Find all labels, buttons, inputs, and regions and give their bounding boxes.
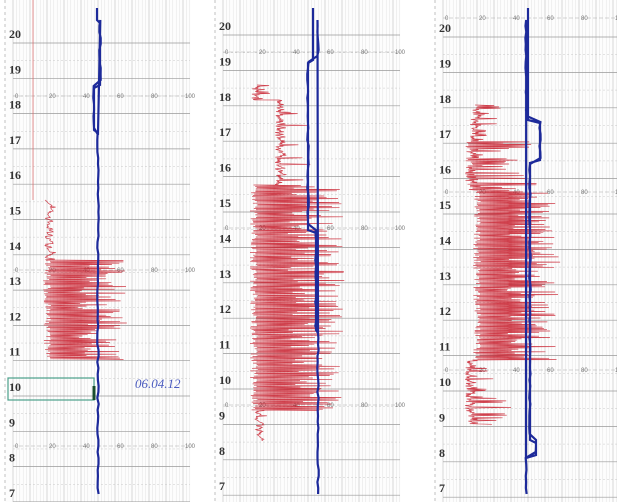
hour-label: 14 bbox=[219, 231, 231, 245]
scale-label: 100 bbox=[185, 268, 196, 274]
hour-label: 10 bbox=[9, 380, 21, 394]
scale-label: 40 bbox=[83, 444, 90, 450]
hour-label: 20 bbox=[9, 27, 21, 41]
hour-label: 12 bbox=[9, 309, 21, 323]
hour-label: 12 bbox=[439, 304, 451, 318]
hour-label: 19 bbox=[219, 54, 231, 68]
hour-label: 10 bbox=[219, 373, 231, 387]
scale-label: 60 bbox=[117, 444, 124, 450]
hour-label: 20 bbox=[439, 21, 451, 35]
strip: 2019181716151413121110987020406080100020… bbox=[435, 0, 617, 502]
scale-label: 60 bbox=[327, 50, 334, 56]
hour-label: 9 bbox=[9, 415, 15, 429]
scale-label: 100 bbox=[395, 226, 406, 232]
hour-label: 11 bbox=[219, 338, 230, 352]
handwritten-date: 06.04.12 bbox=[135, 376, 181, 391]
chart-recorder-scan: 2019181716151413121110987020406080100020… bbox=[0, 0, 617, 502]
scale-label: 60 bbox=[327, 226, 334, 232]
scale-label: 80 bbox=[361, 50, 368, 56]
hour-label: 12 bbox=[219, 302, 231, 316]
hour-label: 7 bbox=[219, 479, 225, 493]
scale-label: 80 bbox=[581, 368, 588, 374]
scale-label: 60 bbox=[117, 94, 124, 100]
hour-label: 16 bbox=[219, 161, 231, 175]
hour-label: 8 bbox=[439, 446, 445, 460]
scale-label: 40 bbox=[513, 368, 520, 374]
hour-label: 18 bbox=[219, 90, 231, 104]
hour-label: 11 bbox=[9, 345, 20, 359]
hour-label: 18 bbox=[439, 92, 451, 106]
scale-label: 20 bbox=[49, 444, 56, 450]
hour-label: 14 bbox=[439, 233, 451, 247]
scale-label: 80 bbox=[361, 403, 368, 409]
hour-label: 17 bbox=[439, 127, 451, 141]
scale-label: 20 bbox=[49, 94, 56, 100]
scale-label: 40 bbox=[513, 16, 520, 22]
scale-label: 60 bbox=[547, 368, 554, 374]
scale-label: 20 bbox=[259, 50, 266, 56]
hour-label: 10 bbox=[439, 375, 451, 389]
scale-label: 80 bbox=[581, 190, 588, 196]
hour-label: 16 bbox=[9, 168, 21, 182]
scale-label: 80 bbox=[151, 444, 158, 450]
scale-label: 60 bbox=[547, 190, 554, 196]
hour-label: 7 bbox=[439, 481, 445, 495]
scale-label: 100 bbox=[185, 444, 196, 450]
scale-label: 40 bbox=[293, 50, 300, 56]
scale-label: 80 bbox=[151, 268, 158, 274]
hour-label: 7 bbox=[9, 486, 15, 500]
hour-label: 13 bbox=[219, 267, 231, 281]
hour-label: 13 bbox=[9, 274, 21, 288]
scale-label: 20 bbox=[479, 16, 486, 22]
hour-label: 8 bbox=[219, 444, 225, 458]
hour-label: 16 bbox=[439, 163, 451, 177]
hour-label: 8 bbox=[9, 451, 15, 465]
scale-label: 80 bbox=[581, 16, 588, 22]
hour-label: 20 bbox=[219, 19, 231, 33]
hour-label: 14 bbox=[9, 239, 21, 253]
scale-label: 40 bbox=[83, 94, 90, 100]
hour-label: 15 bbox=[439, 198, 451, 212]
hour-label: 19 bbox=[439, 56, 451, 70]
hour-label: 13 bbox=[439, 269, 451, 283]
scale-label: 80 bbox=[361, 226, 368, 232]
hour-label: 9 bbox=[219, 408, 225, 422]
scale-label: 100 bbox=[185, 94, 196, 100]
hour-label: 9 bbox=[439, 410, 445, 424]
scale-label: 100 bbox=[395, 403, 406, 409]
scale-label: 60 bbox=[547, 16, 554, 22]
hour-label: 15 bbox=[9, 204, 21, 218]
hour-label: 15 bbox=[219, 196, 231, 210]
scale-label: 80 bbox=[151, 94, 158, 100]
hour-label: 19 bbox=[9, 62, 21, 76]
hour-label: 11 bbox=[439, 340, 450, 354]
scale-label: 100 bbox=[395, 50, 406, 56]
hour-label: 17 bbox=[219, 125, 231, 139]
hour-label: 17 bbox=[9, 133, 21, 147]
